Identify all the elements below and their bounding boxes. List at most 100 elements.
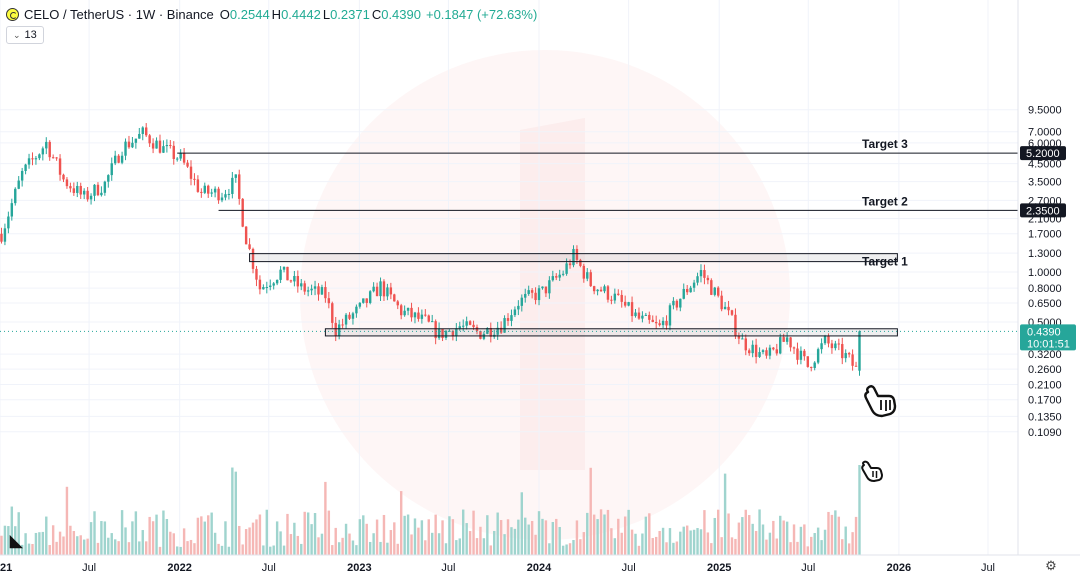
candle-body [465, 321, 468, 326]
volume-bar [368, 541, 372, 555]
current-price-box [1020, 324, 1076, 351]
volume-bar [493, 530, 496, 555]
volume-bar [810, 536, 813, 555]
volume-bar [269, 546, 272, 555]
candle-body [648, 314, 651, 320]
volume-bar [107, 537, 110, 555]
candle-body [79, 185, 82, 195]
candle-body [231, 177, 234, 194]
candle-body [131, 142, 134, 148]
gear-icon[interactable]: ⚙ [1045, 558, 1057, 573]
volume-bar [424, 540, 427, 555]
volume-bar [858, 465, 861, 555]
volume-bar [486, 515, 489, 555]
candle-body [841, 344, 844, 359]
candle-body [410, 307, 413, 318]
candle-body [582, 265, 586, 279]
price-axis[interactable]: 9.50007.00006.00004.50003.50002.70002.10… [1017, 0, 1080, 555]
volume-bar [176, 546, 179, 555]
volume-bar [720, 537, 723, 555]
volume-bar [706, 532, 710, 555]
volume-bar [193, 543, 196, 555]
candle-body [658, 323, 661, 326]
candle-body [20, 170, 24, 181]
volume-bar [41, 531, 45, 555]
volume-bar [169, 531, 172, 555]
volume-bar [275, 521, 279, 555]
candle-body [358, 302, 362, 307]
price-tick-label: 0.8000 [1028, 283, 1062, 295]
volume-bar [555, 518, 558, 555]
pointing-hand-icon [864, 385, 897, 418]
volume-bar [148, 516, 151, 555]
volume-bar [241, 544, 244, 555]
candle-body [772, 347, 775, 350]
candle-body [675, 300, 679, 308]
candle-body [630, 302, 634, 317]
volume-bar [86, 538, 89, 555]
candle-body [262, 287, 265, 290]
volume-bar [45, 516, 48, 555]
candle-body [296, 275, 300, 287]
volume-bar [117, 541, 120, 555]
indicators-toggle[interactable]: ⌄ 13 [6, 26, 44, 44]
candle-body [685, 288, 689, 293]
volume-bar [76, 536, 79, 555]
symbol-title[interactable]: CELO / TetherUS · 1W · Binance [24, 6, 214, 22]
target-levels[interactable]: Target 1 Target 3 Target 2 [0, 137, 1018, 337]
volume-bar [310, 524, 313, 555]
volume-bar [96, 542, 100, 555]
price-tick-label: 4.5000 [1028, 159, 1062, 171]
volume-bar [379, 541, 382, 555]
volume-bar [93, 511, 96, 555]
volume-bar [55, 541, 58, 555]
candle-body [551, 276, 555, 281]
candle-body [96, 184, 100, 196]
candle-body [320, 287, 324, 295]
candle-body [486, 327, 489, 334]
tradingview-logo-icon[interactable]: ◣ [10, 533, 23, 550]
volume-bar [282, 545, 286, 555]
volume-bar [399, 491, 403, 555]
candle-body [510, 315, 513, 321]
candle-body [403, 310, 406, 316]
volume-bar [448, 516, 451, 555]
candle-body [468, 321, 472, 325]
price-tick-label: 0.1090 [1028, 427, 1062, 439]
volume-bar [420, 520, 424, 555]
zone-label: Target 1 [862, 255, 908, 269]
volume-bar [637, 545, 641, 555]
volume-bar [754, 530, 758, 555]
volume-bar [255, 519, 258, 555]
candle-body [637, 312, 641, 319]
volume-bar [730, 537, 734, 555]
candle-body [572, 248, 575, 266]
volume-bar [465, 523, 468, 555]
time-tick-label: 2026 [887, 562, 911, 574]
volume-bar [213, 532, 217, 555]
volume-bar [568, 543, 572, 555]
volume-bar [613, 538, 617, 555]
time-axis[interactable]: 2021 Jul 2022 Jul 2023 Jul 2024 Jul 2025 Jul 2026 J… [0, 554, 1080, 577]
candles[interactable] [0, 123, 861, 376]
volume-bar [458, 538, 461, 555]
candle-body [565, 263, 568, 274]
volume-bar [699, 529, 703, 555]
high-label: H [271, 6, 282, 22]
volume-bar [713, 517, 716, 555]
price-tick-label: 0.2100 [1028, 380, 1062, 392]
volume-bar [348, 533, 351, 555]
price-zone [324, 328, 898, 337]
volume-bar [186, 541, 189, 555]
volume-bar [455, 540, 458, 555]
candle-body [372, 286, 375, 292]
volume-bar [317, 537, 320, 555]
volume-bar [565, 544, 568, 555]
candle-body [113, 155, 117, 164]
volume-bar [372, 533, 375, 555]
candle-body [193, 178, 196, 180]
volume-bar [14, 526, 17, 555]
chevron-down-icon: ⌄ [13, 30, 21, 40]
volume-bar [331, 545, 334, 555]
